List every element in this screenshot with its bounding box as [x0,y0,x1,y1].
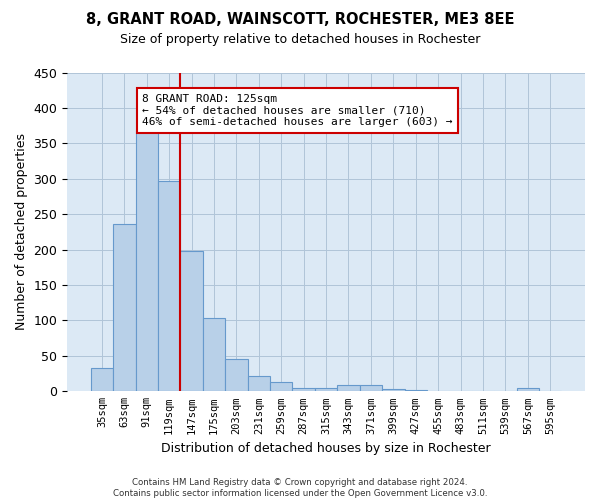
Text: 8 GRANT ROAD: 125sqm
← 54% of detached houses are smaller (710)
46% of semi-deta: 8 GRANT ROAD: 125sqm ← 54% of detached h… [142,94,453,127]
Text: Contains HM Land Registry data © Crown copyright and database right 2024.
Contai: Contains HM Land Registry data © Crown c… [113,478,487,498]
Bar [270,382,292,392]
Bar [472,390,494,392]
Bar [113,224,136,392]
Text: Size of property relative to detached houses in Rochester: Size of property relative to detached ho… [120,32,480,46]
Bar [382,389,404,392]
Bar [449,390,472,392]
Bar [427,390,449,392]
Bar [517,388,539,392]
Bar [292,388,315,392]
Bar [337,385,360,392]
Bar [203,318,225,392]
Bar [158,181,181,392]
Bar [248,376,270,392]
Bar [181,251,203,392]
Bar [315,388,337,392]
Y-axis label: Number of detached properties: Number of detached properties [15,134,28,330]
Bar [225,360,248,392]
X-axis label: Distribution of detached houses by size in Rochester: Distribution of detached houses by size … [161,442,491,455]
Bar [404,390,427,392]
Bar [136,130,158,392]
Bar [91,368,113,392]
Bar [360,385,382,392]
Text: 8, GRANT ROAD, WAINSCOTT, ROCHESTER, ME3 8EE: 8, GRANT ROAD, WAINSCOTT, ROCHESTER, ME3… [86,12,514,28]
Bar [539,390,562,392]
